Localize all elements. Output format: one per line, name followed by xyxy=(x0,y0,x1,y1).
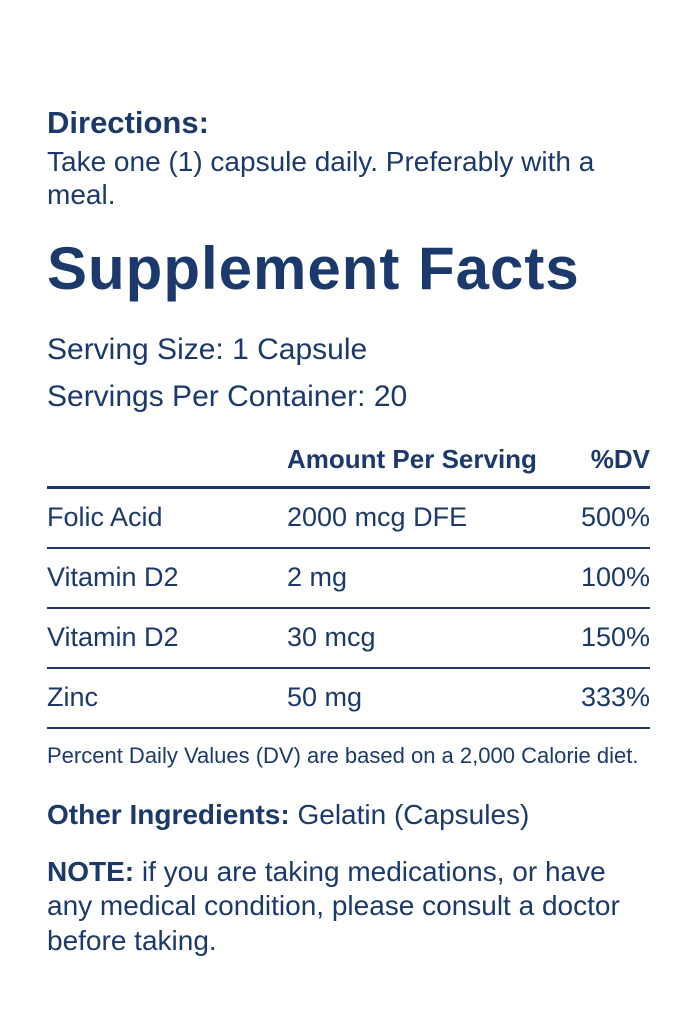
header-percent-dv: %DV xyxy=(590,444,650,475)
nutrient-name: Zinc xyxy=(47,682,99,713)
table-row: Folic Acid 2000 mcg DFE 500% xyxy=(47,489,650,550)
nutrient-dv: 150% xyxy=(580,622,650,653)
serving-size: Serving Size: 1 Capsule xyxy=(47,333,368,367)
nutrient-amount: 50 mg xyxy=(287,682,363,713)
table-row: Zinc 50 mg 333% xyxy=(47,669,650,730)
other-ingredients-section: Other Ingredients: Gelatin (Capsules) xyxy=(47,798,650,832)
nutrient-amount: 30 mcg xyxy=(287,622,376,653)
daily-values-footnote: Percent Daily Values (DV) are based on a… xyxy=(47,743,639,769)
nutrient-dv: 100% xyxy=(580,562,650,593)
table-row: Vitamin D2 30 mcg 150% xyxy=(47,609,650,670)
other-ingredients-heading: Other Ingredients: xyxy=(47,798,290,830)
nutrient-name: Vitamin D2 xyxy=(47,622,179,653)
serving-info: Serving Size: 1 Capsule Servings Per Con… xyxy=(47,327,650,420)
directions-section: Directions: Take one (1) capsule daily. … xyxy=(47,105,650,211)
other-ingredients-body: Gelatin (Capsules) xyxy=(297,798,530,830)
header-amount-per-serving: Amount Per Serving xyxy=(287,444,537,475)
note-body: if you are taking medications, or have a… xyxy=(47,856,620,956)
supplement-facts-title: Supplement Facts xyxy=(47,235,580,303)
note-heading: NOTE: xyxy=(47,856,135,888)
note-section: NOTE: if you are taking medications, or … xyxy=(47,855,650,957)
facts-table: Amount Per Serving %DV Folic Acid 2000 m… xyxy=(47,444,650,730)
table-row: Vitamin D2 2 mg 100% xyxy=(47,549,650,610)
facts-table-header: Amount Per Serving %DV xyxy=(47,444,650,490)
nutrient-name: Folic Acid xyxy=(47,502,163,533)
nutrient-amount: 2000 mcg DFE xyxy=(287,502,468,533)
nutrient-name: Vitamin D2 xyxy=(47,562,179,593)
nutrient-dv: 333% xyxy=(580,682,650,713)
nutrient-dv: 500% xyxy=(580,502,650,533)
directions-body: Take one (1) capsule daily. Preferably w… xyxy=(47,146,595,211)
nutrient-amount: 2 mg xyxy=(287,562,348,593)
directions-heading: Directions: xyxy=(47,105,209,140)
servings-per-container: Servings Per Container: 20 xyxy=(47,379,408,413)
